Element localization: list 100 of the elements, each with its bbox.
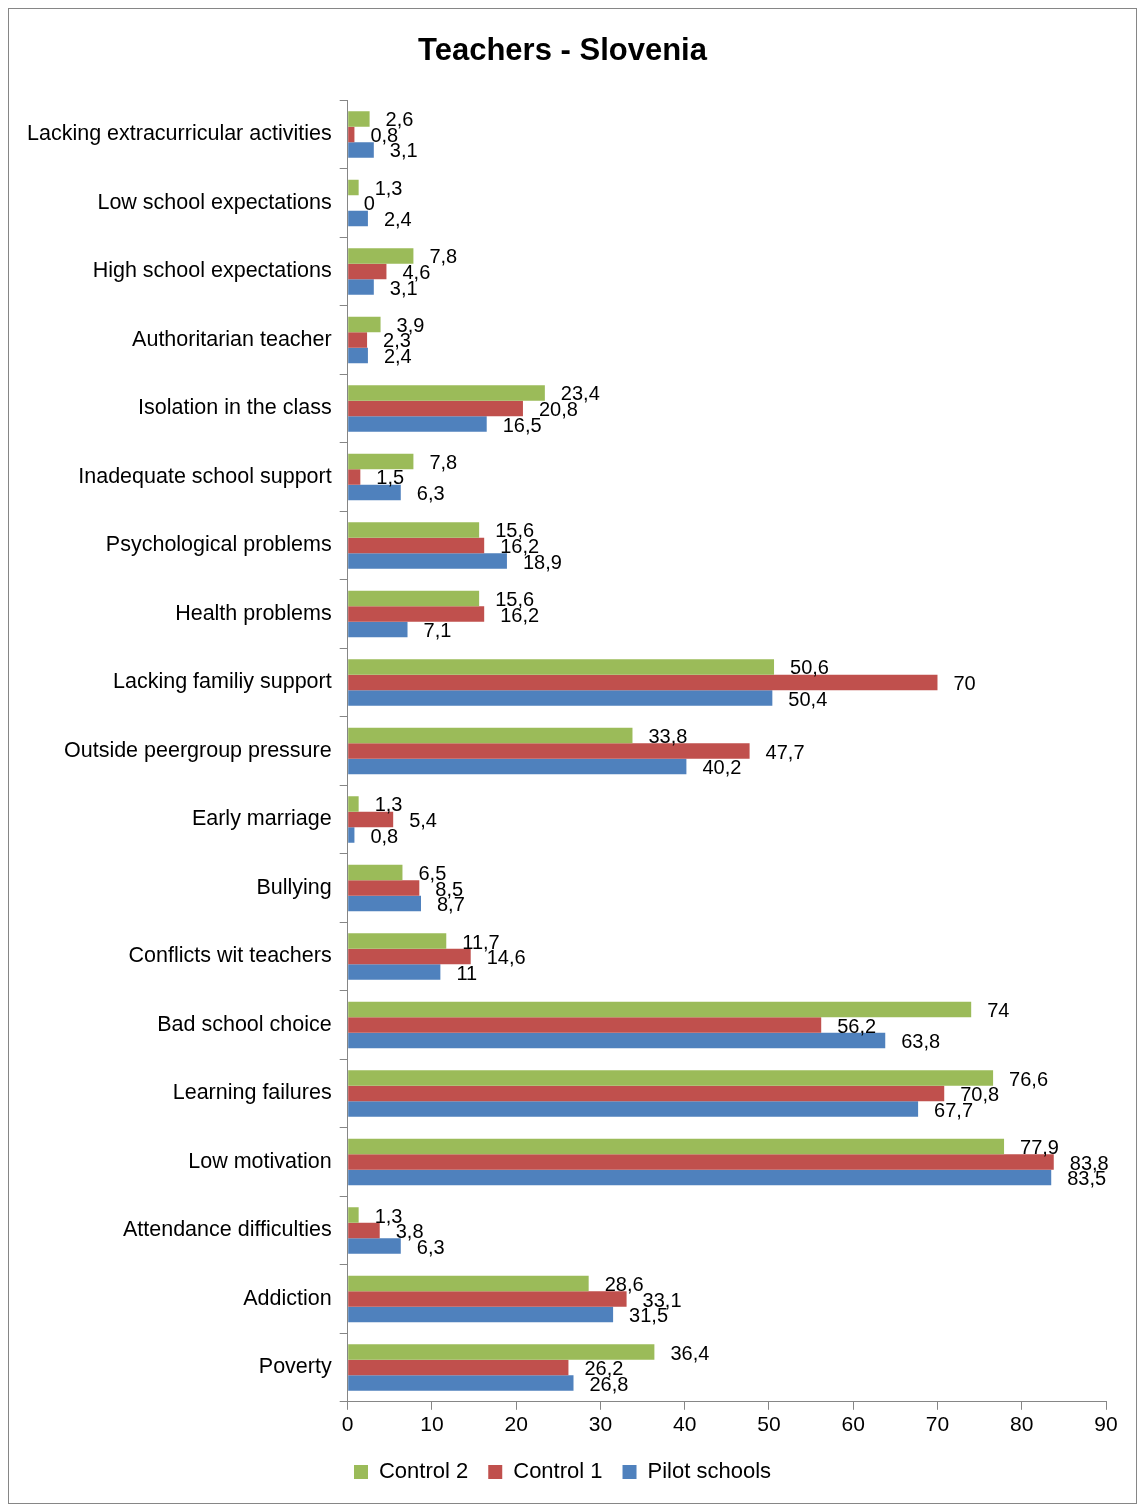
data-label: 0 [363,192,375,215]
bar [348,1306,614,1323]
data-label: 28,6 [604,1273,644,1296]
data-label: 7,8 [429,245,458,268]
chart-title: Teachers - Slovenia [418,32,708,68]
x-tick-label: 30 [588,1412,613,1436]
bar [348,210,368,227]
bar [348,453,414,470]
bar [348,864,403,881]
bar [348,279,374,295]
bar [348,1085,945,1102]
data-label: 33,8 [648,724,688,747]
y-tick-label: Bullying [256,874,332,899]
bar [348,590,480,607]
data-label: 77,9 [1020,1136,1059,1159]
data-label: 1,3 [374,176,403,199]
data-label: 40,2 [702,756,742,779]
data-label: 1,3 [374,793,403,816]
y-tick-label: Isolation in the class [138,395,332,420]
y-tick-label: Authoritarian teacher [132,326,332,351]
x-tick-label: 90 [1094,1412,1118,1436]
bar [348,537,485,554]
bar [348,880,420,896]
bar [348,1169,1052,1186]
x-tick-label: 10 [420,1412,444,1436]
y-tick-label: Lacking extracurricular activities [26,121,332,146]
x-tick-label: 80 [1010,1412,1034,1436]
data-label: 11 [456,961,478,984]
bar [348,522,480,538]
data-label: 47,7 [765,740,805,763]
legend-label: Control 2 [378,1458,469,1484]
bar [348,469,361,485]
legend-label: Pilot schools [647,1458,772,1484]
legend-label: Control 1 [513,1458,603,1484]
y-tick-label: Conflicts wit teachers [128,943,332,968]
data-label: 56,2 [837,1014,877,1037]
y-tick-label: Health problems [175,600,332,625]
data-label: 7,8 [429,450,458,473]
bar [348,964,441,980]
y-tick-label: Early marriage [191,806,332,831]
x-tick-label: 20 [504,1412,528,1436]
y-tick-label: Addiction [243,1285,332,1310]
bar [348,827,355,843]
y-tick-label: Inadequate school support [78,463,332,488]
bar [348,1375,574,1391]
data-label: 7,1 [423,619,452,642]
data-label: 50,4 [788,687,828,710]
data-label: 0,8 [370,824,399,847]
bar [348,385,545,401]
bar [348,758,687,775]
bar [348,796,359,812]
bar [348,248,414,264]
x-tick-label: 60 [841,1412,865,1436]
data-label: 6,3 [416,482,445,505]
data-label: 50,6 [790,656,829,679]
x-tick-label: 0 [341,1412,354,1436]
data-label: 2,4 [383,208,412,230]
y-tick-label: Psychological problems [105,532,332,557]
bar [348,126,355,143]
bar [348,1101,919,1117]
y-tick-label: Low motivation [188,1148,332,1173]
data-label: 70 [953,672,976,695]
bar [348,1344,655,1360]
data-label: 63,8 [901,1030,941,1053]
data-label: 74 [987,999,1010,1022]
bar [348,332,368,348]
bar [348,690,773,706]
bar [348,659,775,675]
bar [348,1070,994,1086]
data-label: 76,6 [1009,1067,1049,1090]
y-tick-label: Learning failures [172,1080,332,1105]
y-tick-label: Poverty [258,1354,332,1379]
bar [348,347,368,364]
data-label: 36,4 [670,1341,710,1364]
bar [348,1275,589,1292]
bar [348,1359,569,1376]
y-tick-label: Low school expectations [97,189,332,214]
data-label: 5,4 [409,809,438,832]
y-tick-label: Lacking familiy support [113,669,332,694]
bar [348,316,381,333]
x-tick-label: 50 [757,1412,781,1436]
x-tick-label: 70 [925,1412,950,1436]
data-label: 1,5 [376,466,405,489]
bar [348,263,387,280]
bar [348,400,523,417]
x-tick-label: 40 [673,1412,697,1436]
y-tick-label: Outside peergroup pressure [63,737,332,762]
bar [348,895,421,912]
bar [348,1001,972,1018]
bar [348,416,487,432]
bar [348,179,359,196]
bar [348,111,370,127]
y-tick-label: Attendance difficulties [122,1217,332,1242]
y-tick-label: Bad school choice [157,1011,332,1036]
bar [348,727,633,744]
bar [348,606,485,622]
bar [348,1207,359,1223]
y-tick-label: High school expectations [92,258,332,283]
bar [348,1017,822,1033]
bar [348,933,447,949]
